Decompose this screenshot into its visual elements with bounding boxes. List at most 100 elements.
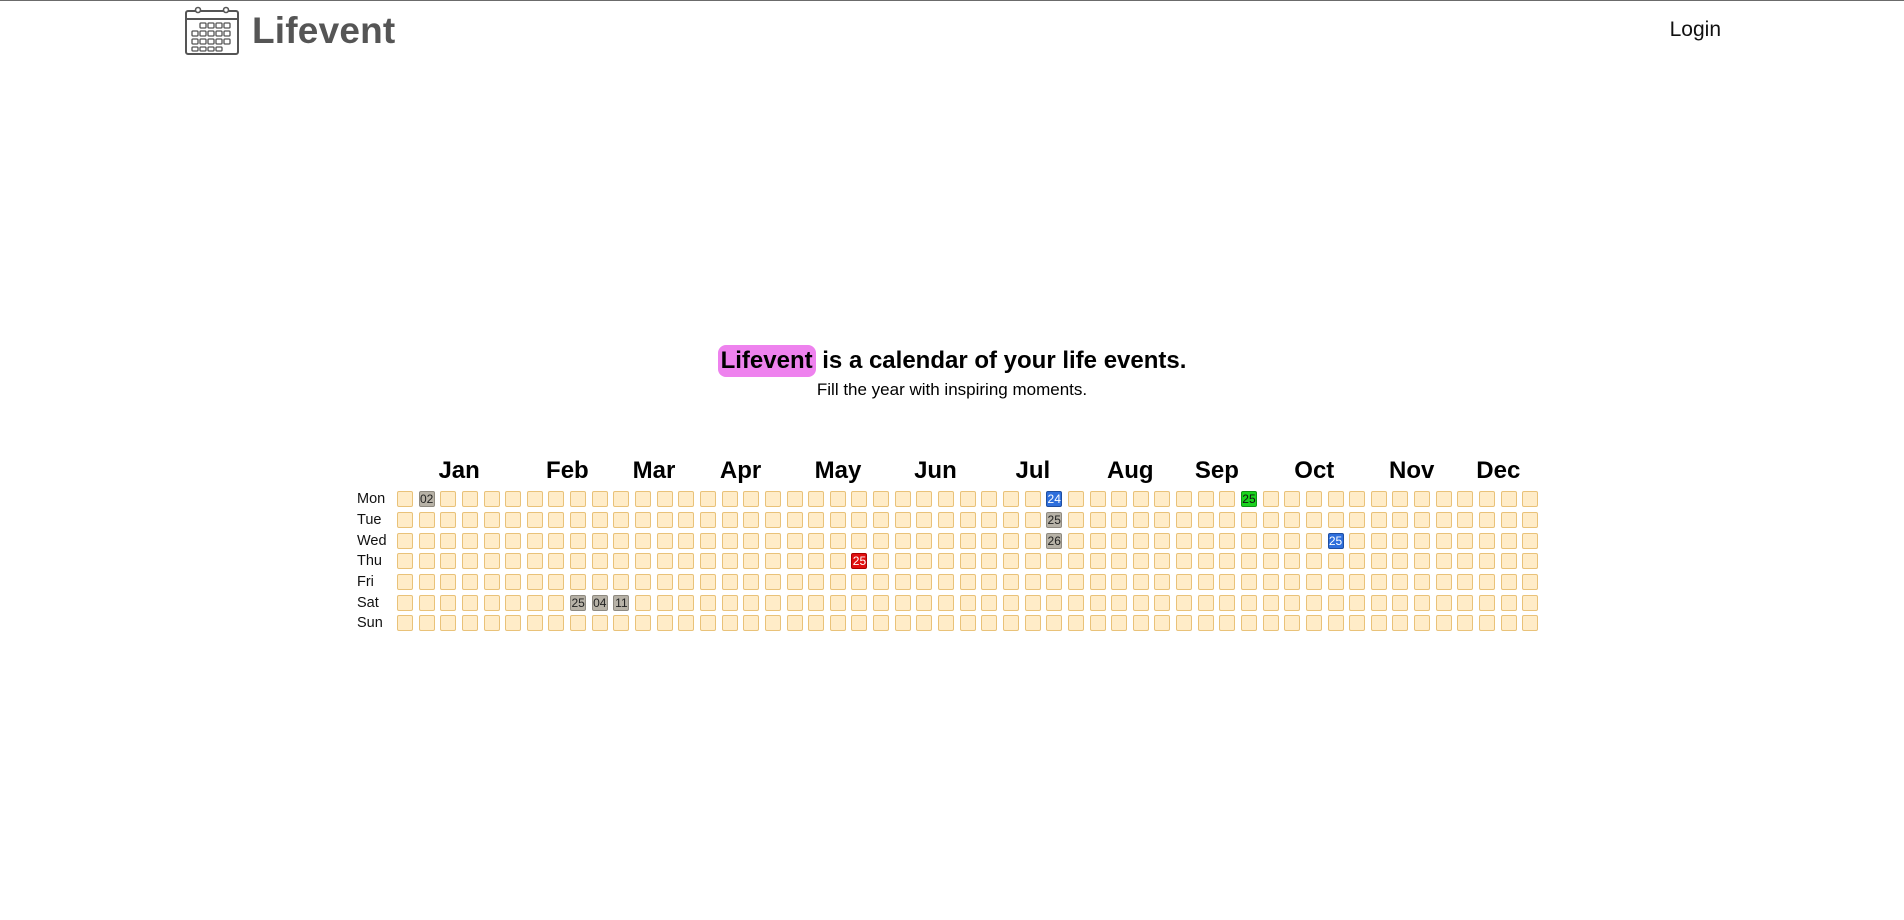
- day-cell[interactable]: [505, 615, 522, 632]
- day-cell[interactable]: [1457, 574, 1474, 591]
- day-cell[interactable]: [613, 512, 630, 529]
- day-cell[interactable]: [894, 553, 911, 570]
- event-cell[interactable]: 04: [591, 594, 608, 611]
- day-cell[interactable]: [656, 553, 673, 570]
- day-cell[interactable]: [1002, 615, 1019, 632]
- day-cell[interactable]: [548, 553, 565, 570]
- day-cell[interactable]: [678, 532, 695, 549]
- event-cell[interactable]: 26: [1046, 532, 1063, 549]
- day-cell[interactable]: [1370, 615, 1387, 632]
- day-cell[interactable]: [981, 574, 998, 591]
- day-cell[interactable]: [1457, 615, 1474, 632]
- day-cell[interactable]: [526, 491, 543, 508]
- day-cell[interactable]: [916, 491, 933, 508]
- day-cell[interactable]: [1111, 594, 1128, 611]
- day-cell[interactable]: [1132, 532, 1149, 549]
- day-cell[interactable]: [981, 532, 998, 549]
- logo-link[interactable]: Lifevent: [184, 6, 395, 56]
- event-cell[interactable]: 24: [1046, 491, 1063, 508]
- day-cell[interactable]: [548, 615, 565, 632]
- day-cell[interactable]: [764, 574, 781, 591]
- day-cell[interactable]: [959, 512, 976, 529]
- day-cell[interactable]: [1284, 512, 1301, 529]
- day-cell[interactable]: [1154, 512, 1171, 529]
- day-cell[interactable]: [570, 491, 587, 508]
- day-cell[interactable]: [1132, 574, 1149, 591]
- day-cell[interactable]: [959, 594, 976, 611]
- day-cell[interactable]: [1457, 553, 1474, 570]
- day-cell[interactable]: [1392, 574, 1409, 591]
- day-cell[interactable]: [1370, 512, 1387, 529]
- day-cell[interactable]: [873, 491, 890, 508]
- day-cell[interactable]: [1500, 491, 1517, 508]
- day-cell[interactable]: [1457, 491, 1474, 508]
- day-cell[interactable]: [1132, 594, 1149, 611]
- day-cell[interactable]: [548, 532, 565, 549]
- day-cell[interactable]: [1500, 553, 1517, 570]
- day-cell[interactable]: [1111, 512, 1128, 529]
- day-cell[interactable]: [1067, 574, 1084, 591]
- day-cell[interactable]: [570, 553, 587, 570]
- day-cell[interactable]: [1176, 553, 1193, 570]
- day-cell[interactable]: [1370, 574, 1387, 591]
- day-cell[interactable]: [851, 615, 868, 632]
- day-cell[interactable]: [1479, 594, 1496, 611]
- day-cell[interactable]: [483, 491, 500, 508]
- day-cell[interactable]: [1067, 491, 1084, 508]
- day-cell[interactable]: [656, 594, 673, 611]
- login-link[interactable]: Login: [1669, 18, 1721, 41]
- day-cell[interactable]: [1284, 615, 1301, 632]
- day-cell[interactable]: [829, 553, 846, 570]
- day-cell[interactable]: [397, 553, 413, 570]
- day-cell[interactable]: [1067, 512, 1084, 529]
- day-cell[interactable]: [1197, 615, 1214, 632]
- day-cell[interactable]: [1435, 512, 1452, 529]
- day-cell[interactable]: [1240, 574, 1257, 591]
- day-cell[interactable]: [461, 553, 478, 570]
- day-cell[interactable]: [1132, 615, 1149, 632]
- day-cell[interactable]: [1262, 491, 1279, 508]
- day-cell[interactable]: [635, 512, 652, 529]
- day-cell[interactable]: [1024, 532, 1041, 549]
- day-cell[interactable]: [1176, 574, 1193, 591]
- day-cell[interactable]: [656, 532, 673, 549]
- day-cell[interactable]: [635, 615, 652, 632]
- day-cell[interactable]: [916, 532, 933, 549]
- day-cell[interactable]: [1349, 615, 1366, 632]
- day-cell[interactable]: [1197, 574, 1214, 591]
- day-cell[interactable]: [418, 532, 435, 549]
- day-cell[interactable]: [1305, 491, 1322, 508]
- day-cell[interactable]: [1176, 512, 1193, 529]
- day-cell[interactable]: [1414, 512, 1431, 529]
- day-cell[interactable]: [959, 574, 976, 591]
- day-cell[interactable]: [1002, 512, 1019, 529]
- day-cell[interactable]: [1089, 615, 1106, 632]
- day-cell[interactable]: [1024, 615, 1041, 632]
- day-cell[interactable]: [397, 491, 413, 508]
- day-cell[interactable]: [1002, 553, 1019, 570]
- day-cell[interactable]: [699, 553, 716, 570]
- day-cell[interactable]: [418, 574, 435, 591]
- day-cell[interactable]: [721, 594, 738, 611]
- day-cell[interactable]: [440, 574, 457, 591]
- day-cell[interactable]: [1327, 553, 1344, 570]
- day-cell[interactable]: [1479, 615, 1496, 632]
- day-cell[interactable]: [1414, 574, 1431, 591]
- day-cell[interactable]: [1500, 574, 1517, 591]
- day-cell[interactable]: [981, 553, 998, 570]
- day-cell[interactable]: [743, 553, 760, 570]
- day-cell[interactable]: [721, 491, 738, 508]
- day-cell[interactable]: [1154, 491, 1171, 508]
- day-cell[interactable]: [1284, 553, 1301, 570]
- day-cell[interactable]: [1046, 574, 1063, 591]
- day-cell[interactable]: [938, 532, 955, 549]
- event-cell[interactable]: 25: [1327, 532, 1344, 549]
- day-cell[interactable]: [1349, 532, 1366, 549]
- day-cell[interactable]: [1132, 491, 1149, 508]
- day-cell[interactable]: [1392, 491, 1409, 508]
- event-cell[interactable]: 25: [1240, 491, 1257, 508]
- day-cell[interactable]: [1479, 512, 1496, 529]
- day-cell[interactable]: [397, 615, 413, 632]
- day-cell[interactable]: [1197, 594, 1214, 611]
- day-cell[interactable]: [483, 532, 500, 549]
